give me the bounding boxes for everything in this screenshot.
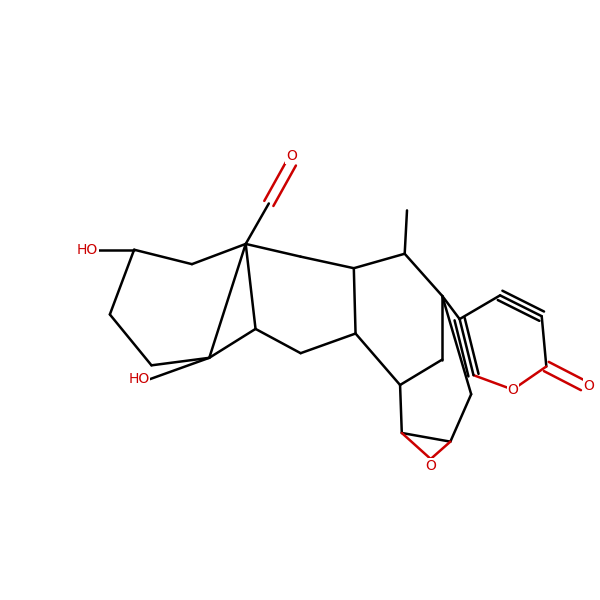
Text: O: O	[583, 379, 594, 392]
Text: HO: HO	[128, 372, 150, 386]
Text: O: O	[425, 459, 436, 473]
Text: O: O	[286, 149, 297, 163]
Text: HO: HO	[77, 243, 98, 257]
Text: O: O	[508, 383, 518, 397]
